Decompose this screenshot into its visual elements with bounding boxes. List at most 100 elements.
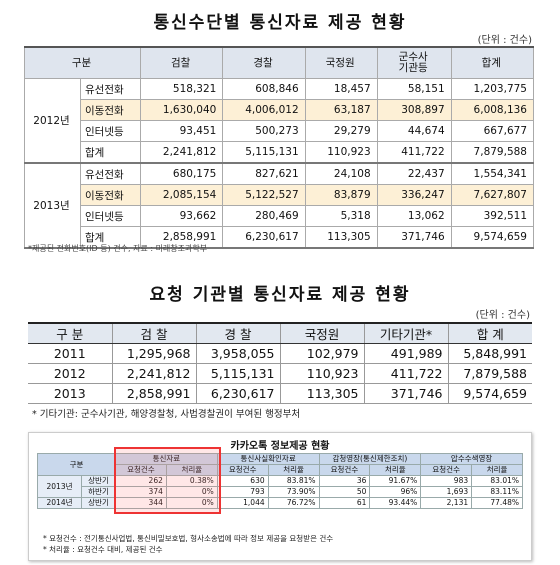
value-cell: 83,879	[304, 184, 378, 206]
year-cell: 2012년	[24, 78, 81, 164]
row-label: 이동전화	[79, 184, 142, 206]
data-row: 합계 2,858,991 6,230,617 113,305 371,746 9,574,…	[25, 226, 535, 249]
value-cell: 630	[216, 475, 269, 487]
header-cell: 국정원	[304, 46, 378, 79]
header-cell: 기타기관*	[363, 322, 449, 344]
value-cell: 83.81%	[267, 475, 320, 487]
value-cell: 110,923	[304, 141, 378, 164]
value-cell: 13,062	[376, 205, 452, 227]
value-cell: 4,006,012	[222, 99, 306, 121]
value-cell: 5,318	[304, 205, 378, 227]
value-cell: 9,574,659	[447, 383, 532, 404]
header-row: 구분 검찰 경찰 국정원 군수사 기관등 합계	[23, 46, 535, 79]
data-row: 2013 2,858,991 6,230,617 113,305 371,746 9,57…	[28, 383, 532, 404]
year-cell: 2013년	[24, 162, 81, 249]
value-cell: 371,746	[376, 226, 452, 249]
data-row: 인터넷등 93,451 500,273 29,279 44,674 667,677	[25, 120, 535, 142]
header-cell: 구 분	[28, 322, 113, 344]
value-cell: 793	[216, 486, 269, 498]
header-cell: 경찰	[222, 46, 306, 79]
value-cell: 667,677	[450, 120, 535, 142]
data-row: 하반기 374 0% 793 73.90% 50 96% 1,693 83.11%	[38, 486, 523, 498]
value-cell: 500,273	[222, 120, 306, 142]
value-cell: 336,247	[376, 184, 452, 206]
value-cell: 9,574,659	[450, 226, 535, 249]
value-cell: 1,203,775	[450, 78, 535, 100]
section2-title: 요청 기관별 통신자료 제공 현황	[149, 285, 411, 305]
value-cell: 113,305	[304, 226, 378, 249]
section1-unit: (단위 : 건수)	[477, 35, 532, 46]
section2-unit: (단위 : 건수)	[475, 310, 530, 321]
value-cell: 91.67%	[369, 475, 422, 487]
value-cell: 76.72%	[267, 497, 320, 509]
value-cell: 6,008,136	[450, 99, 535, 121]
subheader-cell: 처리율	[369, 464, 422, 476]
value-cell: 6,230,617	[222, 226, 306, 249]
value-cell: 1,044	[216, 497, 269, 509]
year-cell: 2014년	[37, 497, 82, 509]
section1-title: 통신수단별 통신자료 제공 현황	[153, 13, 407, 33]
row-label: 합계	[79, 141, 142, 164]
highlight-box	[113, 446, 222, 514]
year-cell: 2013년	[37, 475, 82, 498]
header-cell: 합계	[450, 46, 535, 79]
value-cell: 50	[318, 486, 371, 498]
value-cell: 58,151	[376, 78, 452, 100]
header-cell: 국정원	[279, 322, 365, 344]
value-cell: 18,457	[304, 78, 378, 100]
value-cell: 2,241,812	[140, 141, 224, 164]
value-cell: 93.44%	[369, 497, 422, 509]
value-cell: 5,122,527	[222, 184, 306, 206]
data-row: 인터넷등 93,662 280,469 5,318 13,062 392,511	[25, 205, 535, 227]
section3-box: 카카오톡 정보제공 현황 구분 통신자료 통신사실확인자료 감청영장(통신제한조치) 압…	[28, 432, 532, 561]
header-cell: 경 찰	[195, 322, 281, 344]
section1-note: *제공된 전화번호(ID 등) 건수, 자료 : 미래창조과학부	[28, 244, 208, 253]
row-label: 인터넷등	[79, 120, 142, 142]
row-label: 유선전화	[79, 162, 142, 185]
value-cell: 5,848,991	[447, 343, 532, 364]
header-cell: 압수수색영장	[420, 453, 523, 465]
value-cell: 1,554,341	[450, 162, 535, 185]
value-cell: 2,241,812	[111, 363, 197, 384]
header-cell: 구분	[23, 46, 142, 79]
value-cell: 5,115,131	[195, 363, 281, 384]
value-cell: 827,621	[222, 162, 306, 185]
table1: 구분 검찰 경찰 국정원 군수사 기관등 합계 2012년 유선전화 518,321 608,84…	[23, 46, 535, 249]
note-line: * 처리율 : 요청건수 대비, 제공된 건수	[43, 545, 163, 554]
value-cell: 102,979	[279, 343, 365, 364]
section3-title: 카카오톡 정보제공 현황	[230, 441, 330, 452]
value-cell: 22,437	[376, 162, 452, 185]
data-row: 2013년 상반기 262 0.38% 630 83.81% 36 91.67% 983 83.0…	[37, 475, 523, 498]
data-row: 2012 2,241,812 5,115,131 110,923 411,722 7,87…	[28, 363, 532, 384]
row-label: 인터넷등	[79, 205, 142, 227]
value-cell: 63,187	[304, 99, 378, 121]
value-cell: 83.01%	[471, 475, 523, 487]
value-cell: 77.48%	[471, 497, 523, 509]
row-label: 합계	[79, 226, 142, 249]
header-row: 구분 통신자료 통신사실확인자료 감청영장(통신제한조치) 압수수색영장	[37, 453, 523, 476]
value-cell: 83.11%	[471, 486, 523, 498]
value-cell: 2,858,991	[111, 383, 197, 404]
value-cell: 411,722	[363, 363, 449, 384]
section3-notes: * 요청건수 : 전기통신사업법, 통신비밀보호법, 형사소송법에 따라 정보 …	[43, 533, 333, 555]
subheader-cell: 요청건수	[216, 464, 269, 476]
half-cell: 상반기	[81, 497, 116, 509]
header-cell: 구분	[37, 453, 116, 476]
value-cell: 308,897	[376, 99, 452, 121]
value-cell: 608,846	[222, 78, 306, 100]
row-label: 유선전화	[79, 78, 142, 100]
value-cell: 5,115,131	[222, 141, 306, 164]
half-cell: 상반기	[81, 475, 116, 487]
table3: 구분 통신자료 통신사실확인자료 감청영장(통신제한조치) 압수수색영장 요청건수 처리율 요…	[37, 453, 523, 509]
value-cell: 411,722	[376, 141, 452, 164]
value-cell: 7,879,588	[447, 363, 532, 384]
year-cell: 2013	[28, 383, 113, 404]
data-row: 2013년 유선전화 680,175 827,621 24,108 22,437 1,554…	[24, 162, 535, 249]
value-cell: 61	[318, 497, 371, 509]
value-cell: 44,674	[376, 120, 452, 142]
value-cell: 2,131	[420, 497, 473, 509]
subheader-cell: 처리율	[267, 464, 320, 476]
